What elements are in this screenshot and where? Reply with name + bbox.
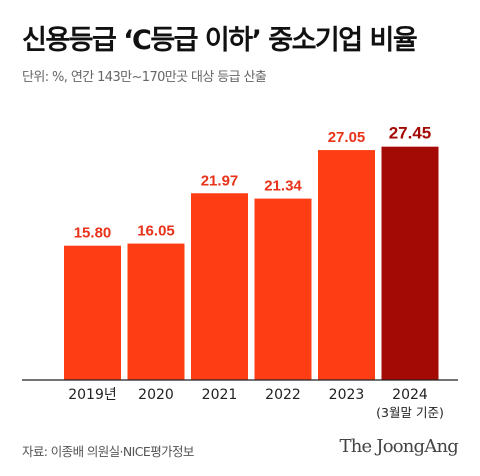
publisher-logo: The JoongAng [339, 436, 459, 457]
category-label-2020: 2020 [138, 387, 174, 403]
category-label-2019년: 2019년 [68, 387, 117, 403]
bar-2021 [191, 193, 248, 380]
value-label-2023: 27.05 [328, 129, 366, 146]
value-label-group: 15.80 16.05 21.97 21.34 27.05 27.45 [74, 124, 432, 242]
value-label-2024: 27.45 [389, 124, 432, 143]
source-note: 자료: 이종배 의원실·NICE평가정보 [22, 444, 194, 459]
value-label-2021: 21.97 [201, 172, 239, 189]
value-label-2019년: 15.80 [74, 225, 112, 242]
bar-2022 [254, 198, 312, 380]
category-label-2023: 2023 [329, 387, 365, 403]
bar-2019년 [64, 245, 121, 380]
bar-2020 [127, 243, 185, 380]
category-label-2024: 2024 [392, 387, 428, 403]
value-label-2020: 16.05 [137, 223, 175, 240]
bar-2024 [381, 146, 439, 380]
category-label-2022: 2022 [265, 387, 301, 403]
bar-2023 [318, 150, 375, 380]
value-label-2022: 21.34 [264, 178, 302, 195]
bar-group [64, 146, 439, 380]
category-note-2024: (3월말 기준) [376, 405, 444, 420]
chart-title: 신용등급 ‘C등급 이하’ 중소기업 비율 [22, 25, 418, 56]
chart-subtitle: 단위: %, 연간 143만~170만곳 대상 등급 산출 [22, 70, 267, 85]
category-label-group: 2019년 2020 2021 2022 2023 2024 (3월말 기준) [68, 387, 444, 420]
category-label-2021: 2021 [202, 387, 238, 403]
